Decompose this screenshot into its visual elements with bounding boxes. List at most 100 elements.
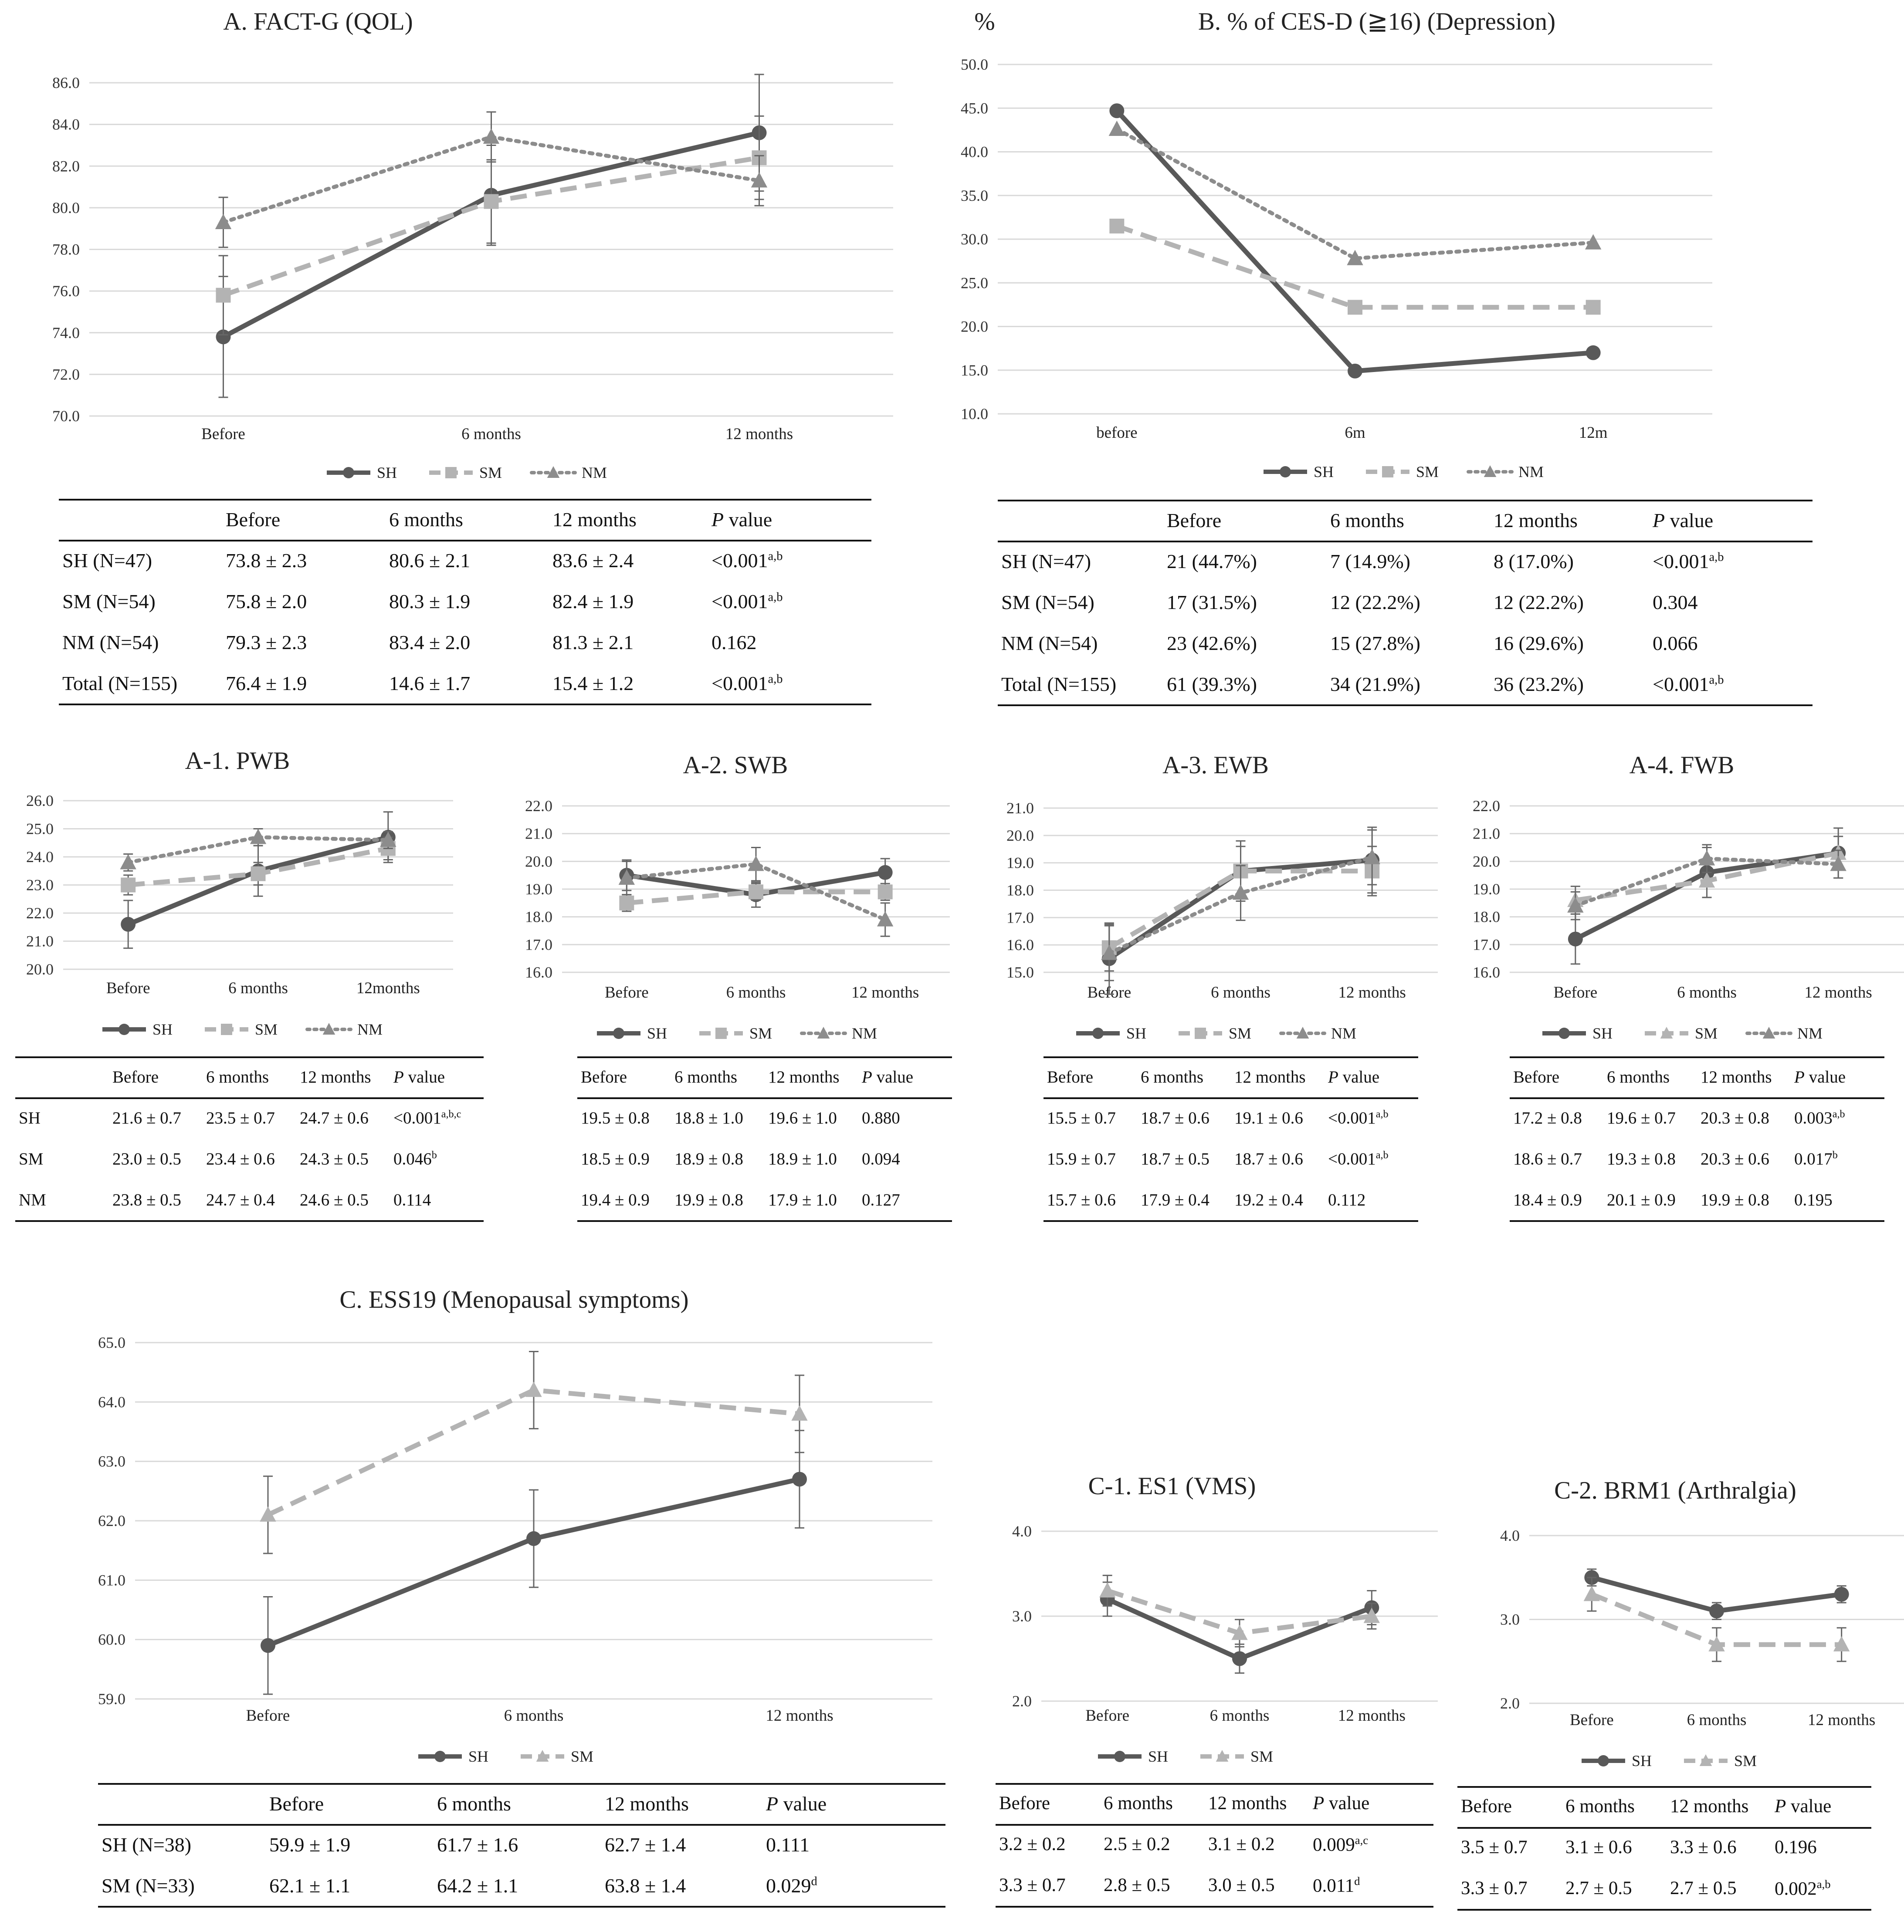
data-point: [1232, 884, 1249, 900]
cell-text: <0.001: [711, 672, 768, 694]
table-cell: SM (N=54): [1001, 591, 1094, 614]
y-tick-label: 86.0: [52, 74, 80, 91]
y-tick-label: 65.0: [98, 1334, 125, 1351]
legend-marker: [1195, 1028, 1206, 1039]
cell-text: 12 months: [605, 1792, 689, 1815]
table-cell: NM: [19, 1190, 46, 1210]
cell-text: 3.5 ± 0.7: [1461, 1837, 1528, 1858]
legend-marker: [434, 1751, 446, 1762]
cell-text: 6 months: [206, 1067, 269, 1086]
chart-a: A. FACT-G (QOL) 70.0 72.0 74.0 76.0 78.0 80.0 8…: [52, 8, 893, 481]
series-sh: [1584, 1568, 1849, 1620]
legend-label: SM: [571, 1748, 593, 1765]
legend-marker: [1114, 1751, 1125, 1762]
table-cell: 3.3 ± 0.7: [999, 1874, 1066, 1896]
table-header-cell: P value: [711, 508, 772, 531]
legend-entry-sm: SM: [1645, 1025, 1718, 1042]
cell-text: 15.9 ± 0.7: [1047, 1149, 1116, 1168]
legend-entry-sh: SH: [327, 464, 397, 481]
table-cell: SH (N=38): [102, 1833, 191, 1856]
data-point: [1231, 1624, 1248, 1640]
x-tick-label: 6 months: [1210, 1707, 1270, 1725]
table-rule: [996, 1783, 1433, 1785]
footnote-superscript: a,b: [1709, 673, 1724, 687]
footnote-superscript: b: [1832, 1149, 1838, 1161]
y-tick-label: 20.0: [525, 853, 552, 870]
table-a2: Before 6 months 12 months P value 19.5 ± 0.8…: [577, 1056, 952, 1223]
y-tick-label: 19.0: [525, 880, 552, 898]
cell-text: 18.7 ± 0.6: [1234, 1149, 1303, 1168]
table-cell: 0.009a,c: [1313, 1834, 1368, 1855]
table-cell: 17 (31.5%): [1167, 591, 1257, 614]
cell-text: 18.7 ± 0.6: [1141, 1108, 1209, 1127]
data-point: [748, 856, 764, 871]
table-cell: 18.4 ± 0.9: [1513, 1190, 1582, 1210]
cell-text: 12 months: [300, 1067, 371, 1086]
footnote-superscript: a,b: [768, 549, 783, 563]
cell-text: 18.7 ± 0.5: [1141, 1149, 1209, 1168]
table-header-cell: 12 months: [1670, 1796, 1748, 1817]
table-b: Before 6 months 12 months P value SH (N=47) 2…: [998, 500, 1813, 707]
table-cell: 14.6 ± 1.7: [389, 672, 470, 695]
legend-marker: [1762, 1027, 1775, 1039]
y-tick-label: 23.0: [26, 876, 54, 894]
data-point: [1585, 234, 1602, 250]
table-header-cell: 12 months: [1234, 1067, 1306, 1087]
cell-text: 19.6 ± 0.7: [1607, 1108, 1676, 1127]
table-cell: 61.7 ± 1.6: [437, 1833, 518, 1856]
cell-text: 6 months: [1104, 1793, 1173, 1814]
cell-text: 76.4 ± 1.9: [226, 672, 307, 694]
legend-label: SM: [1229, 1025, 1251, 1042]
data-point: [1830, 856, 1846, 871]
table-header-cell: 6 months: [1565, 1796, 1635, 1817]
y-tick-label: 45.0: [961, 99, 988, 117]
legend-label: SM: [1734, 1752, 1757, 1770]
y-tick-label: 10.0: [961, 405, 988, 423]
table-cell: 23.4 ± 0.6: [206, 1149, 275, 1169]
y-tick-label: 80.0: [52, 199, 80, 217]
cell-text: 19.4 ± 0.9: [581, 1190, 650, 1209]
table-cell: SM (N=54): [62, 590, 156, 613]
series-sm: [619, 883, 893, 912]
y-tick-label: 2.0: [1500, 1695, 1520, 1712]
cell-text: 23.5 ± 0.7: [206, 1108, 275, 1127]
x-tick-label: 12 months: [851, 984, 919, 1002]
table-cell: 64.2 ± 1.1: [437, 1874, 518, 1897]
table-cell: 0.029d: [766, 1874, 817, 1897]
x-tick-label: 6 months: [228, 979, 288, 997]
legend-label: SH: [647, 1025, 667, 1042]
chart-title: C-2. BRM1 (Arthralgia): [1554, 1477, 1796, 1504]
table-cell: 18.7 ± 0.6: [1141, 1108, 1209, 1128]
y-tick-label: 22.0: [525, 797, 552, 815]
table-rule: [98, 1783, 945, 1785]
data-point: [526, 1531, 541, 1546]
table-cell: 79.3 ± 2.3: [226, 631, 307, 654]
cell-text: 20.1 ± 0.9: [1607, 1190, 1676, 1209]
table-rule: [1510, 1097, 1884, 1099]
table-cell: 0.195: [1794, 1190, 1833, 1210]
table-cell: 17.9 ± 1.0: [768, 1190, 837, 1210]
y-tick-label: 17.0: [525, 936, 552, 953]
y-tick-label: 21.0: [26, 933, 54, 950]
table-cell: 83.4 ± 2.0: [389, 631, 470, 654]
cell-text: 17.9 ± 0.4: [1141, 1190, 1209, 1209]
table-c2: Before 6 months 12 months P value 3.5 ± 0.7 3…: [1457, 1786, 1871, 1912]
cell-text: 3.0 ± 0.5: [1208, 1875, 1275, 1896]
table-rule: [15, 1056, 484, 1058]
cell-text: 18.9 ± 1.0: [768, 1149, 837, 1168]
cell-text: 3.3 ± 0.7: [999, 1875, 1066, 1896]
cell-text: 0.029: [766, 1874, 811, 1897]
legend-entry-sm: SM: [1200, 1748, 1273, 1765]
series-line: [1115, 127, 1596, 261]
table-cell: 16 (29.6%): [1494, 632, 1584, 655]
legend-marker: [1296, 1027, 1309, 1039]
table-cell: SH (N=47): [1001, 550, 1091, 573]
data-point: [1698, 850, 1715, 866]
table-cell: 18.7 ± 0.5: [1141, 1149, 1209, 1169]
footnote-superscript: d: [811, 1874, 817, 1888]
table-rule: [98, 1824, 945, 1826]
table-cell: 18.7 ± 0.6: [1234, 1149, 1303, 1169]
cell-text: 6 months: [1565, 1796, 1635, 1817]
y-tick-label: 3.0: [1012, 1607, 1032, 1625]
y-tick-label: 26.0: [26, 792, 54, 809]
